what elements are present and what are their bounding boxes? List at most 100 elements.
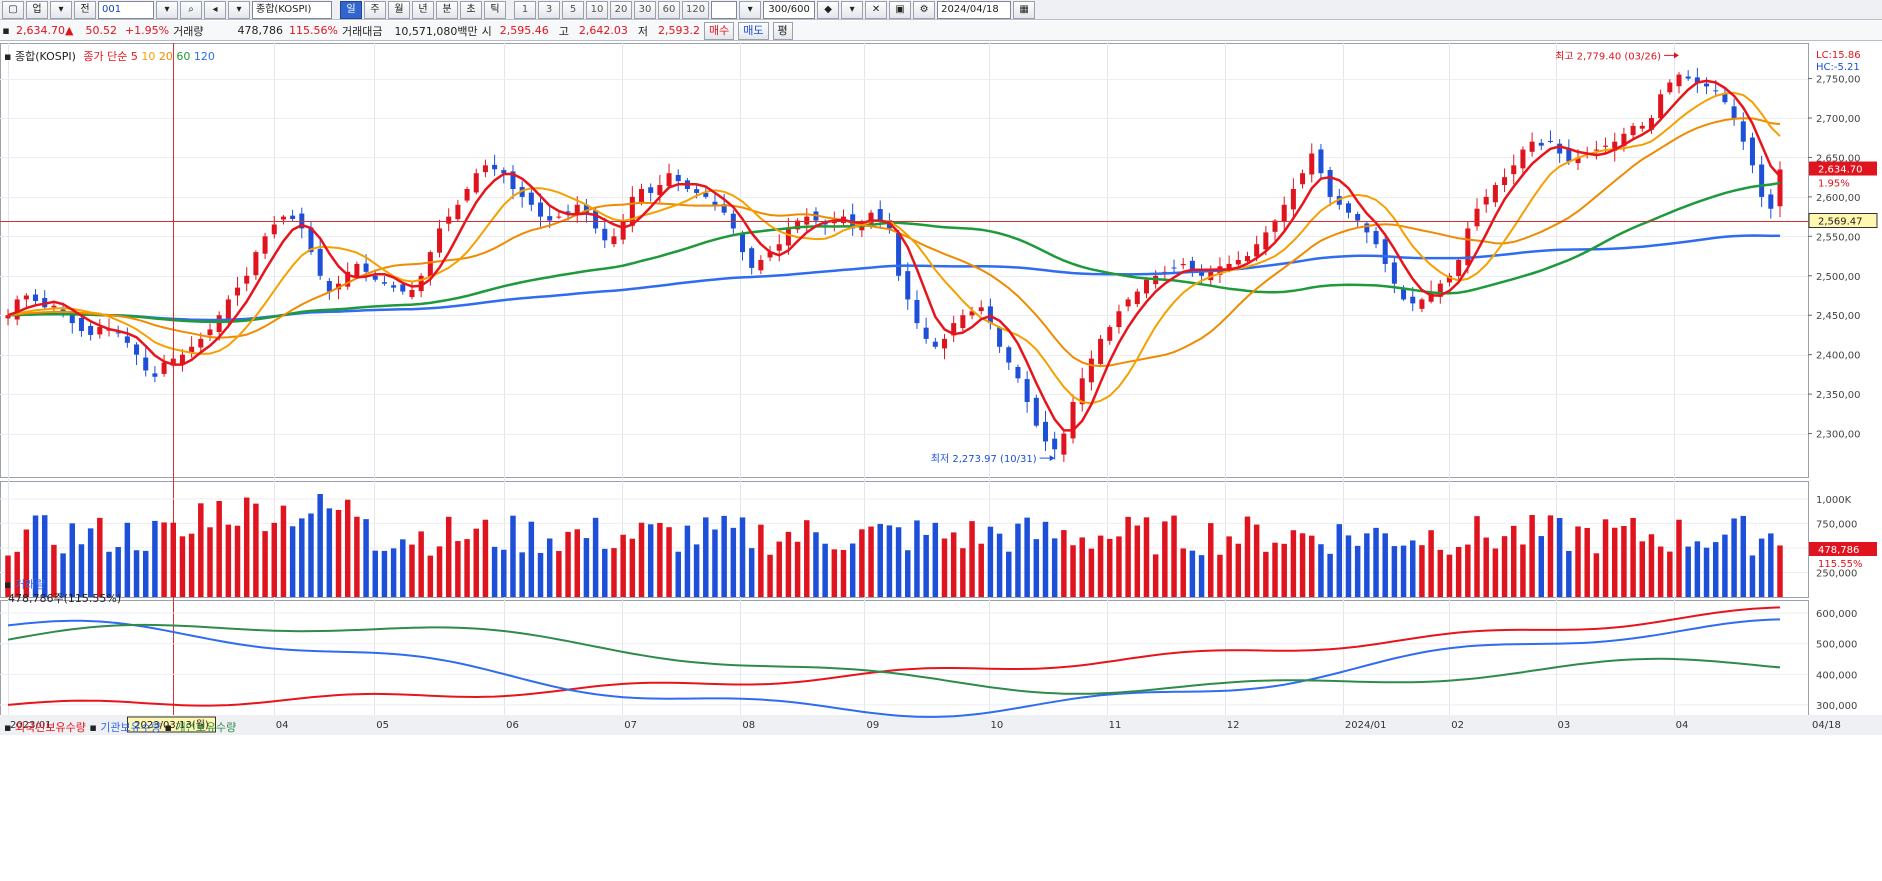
cross-icon[interactable]: ✕ [865,0,888,19]
volume-bar [1107,538,1113,597]
volume-bar [1621,525,1627,597]
volume-bar [583,538,590,597]
candle-body [1272,220,1278,232]
volume-bar [381,550,388,597]
volume-bar [69,523,76,597]
volume-bar [1391,546,1398,597]
volume-bar [1033,539,1040,597]
volume-last-pct: 115.55% [1818,559,1863,570]
candle-body [868,212,874,224]
candle-body [482,165,488,173]
volume-bar [528,521,535,597]
candle-body [1502,177,1508,185]
interval-20[interactable]: 20 [610,0,632,19]
tab-day[interactable]: 일 [340,0,362,19]
period-selector[interactable]: 전 [74,0,96,19]
candle-body [675,174,681,182]
evaluate-button[interactable]: 평 [772,21,793,40]
volume-bar [629,538,636,597]
candle-body [1070,402,1076,439]
date-field[interactable]: 2024/04/18 [937,0,1012,19]
price-tick-label: 2,550,00 [1816,232,1861,243]
interval-5[interactable]: 5 [562,0,584,19]
tab-year[interactable]: 년 [412,0,434,19]
interval-120[interactable]: 120 [682,0,710,19]
sell-button[interactable]: 매도 [738,21,769,40]
candle-body [1235,260,1241,265]
candle-body [1639,125,1645,129]
volume-bar [1162,521,1168,597]
volume-bar [60,553,66,597]
speaker-dropdown-icon[interactable]: ▾ [228,0,250,19]
hc-label: HC:-5.21 [1816,62,1860,73]
speaker-icon[interactable]: ◂ [204,0,226,19]
interval-1[interactable]: 1 [514,0,536,19]
volume-bar [1134,525,1141,597]
candle-body [1740,121,1746,142]
interval-30[interactable]: 30 [634,0,656,19]
tab-month[interactable]: 월 [388,0,410,19]
tab-week[interactable]: 주 [364,0,386,19]
save-icon[interactable]: ▣ [889,0,912,19]
volume-bar [1410,540,1416,597]
code-dropdown-icon[interactable]: ▾ [156,0,178,19]
candle-body [1575,157,1581,164]
market-dropdown-icon[interactable]: ▾ [50,0,72,19]
interval-custom-input[interactable] [711,0,738,19]
calendar-icon[interactable]: ▦ [1013,0,1036,19]
volume-bar [225,524,232,597]
settings-arrow-icon[interactable]: ▾ [841,0,864,19]
volume-bar [5,555,11,597]
candle-body [427,252,433,277]
candle-body [492,164,498,170]
volume-bar [1768,533,1774,597]
market-selector[interactable]: 업 [26,0,48,19]
volume-bar [932,522,939,597]
volume-bar [602,548,608,597]
interval-dropdown-icon[interactable]: ▾ [739,0,762,19]
volume-bar [1309,535,1315,597]
tab-minute[interactable]: 분 [436,0,458,19]
volume-bar [501,549,507,597]
candle-body [1722,93,1728,103]
gear-icon[interactable]: ⚙ [913,0,936,19]
interval-10[interactable]: 10 [586,0,608,19]
volume-bar [455,541,461,597]
x-tick-label: 11 [1109,720,1122,731]
tab-tick[interactable]: 틱 [484,0,506,19]
volume-bar [950,532,957,597]
candle-body [1226,263,1232,270]
tab-second[interactable]: 초 [460,0,482,19]
candle-body [78,317,84,331]
chart-area[interactable]: 최고 2,779.40 (03/26) 최저 2,273.97 (10/31) 2,… [0,43,1882,881]
nav-icon[interactable]: ◆ [817,0,840,19]
low-annotation: 최저 2,273.97 (10/31) [931,453,1037,465]
interval-60[interactable]: 60 [658,0,680,19]
candle-body [400,284,406,292]
volume-bar [703,517,709,597]
amount-label: 거래대금 [341,24,383,38]
x-tick-label: 05 [376,720,389,731]
candle-body [69,314,75,324]
interval-3[interactable]: 3 [538,0,560,19]
code-input[interactable]: 001 [98,0,154,19]
buy-button[interactable]: 매수 [704,21,735,40]
quote-bar: ▪ 2,634.70 ▲ 50.52 +1.95% 거래량 478,786 11… [0,21,1882,41]
candle-body [795,220,801,230]
volume-tick-label: 1,000K [1816,495,1852,506]
candle-body [143,357,149,371]
candle-body [51,305,57,308]
volume-bar [207,527,213,597]
volume-bar [491,546,498,597]
candle-body [363,263,369,272]
search-icon[interactable]: ⌕ [180,0,202,19]
candle-body [262,236,268,254]
candle-body [749,248,755,268]
count-field[interactable]: 300/600 [763,0,816,19]
candle-body [326,281,332,292]
candle-body [997,327,1003,347]
window-menu-icon[interactable]: ▢ [2,0,24,19]
volume-bar [1474,516,1480,597]
volume-bar [840,549,847,597]
candle-body [1520,149,1526,169]
